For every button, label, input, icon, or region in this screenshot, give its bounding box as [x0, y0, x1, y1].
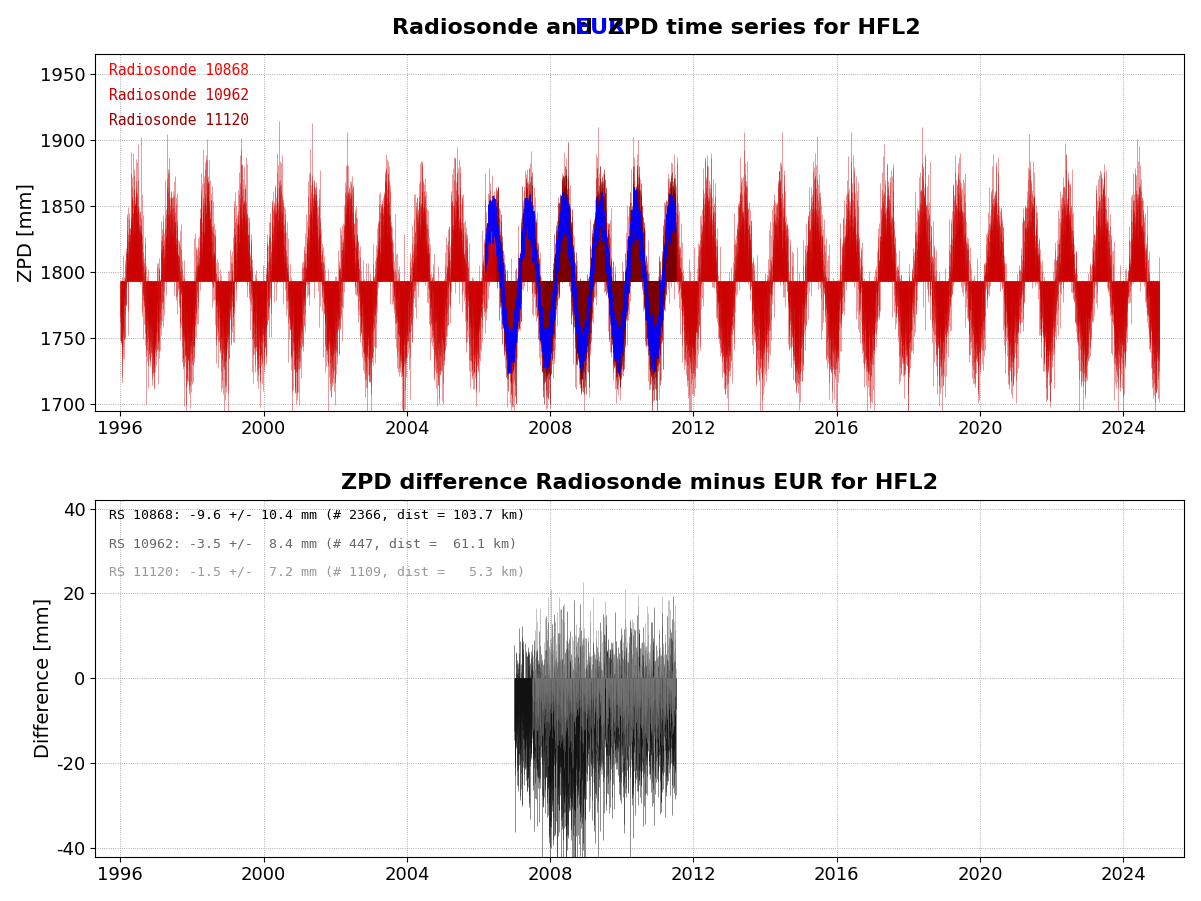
Text: ZPD time series for HFL2: ZPD time series for HFL2 [600, 18, 921, 38]
Text: RS 11120: -1.5 +/-  7.2 mm (# 1109, dist =   5.3 km): RS 11120: -1.5 +/- 7.2 mm (# 1109, dist … [109, 566, 525, 579]
Text: EUR: EUR [575, 18, 626, 38]
Text: Radiosonde 11120: Radiosonde 11120 [109, 113, 250, 128]
Text: Radiosonde 10962: Radiosonde 10962 [109, 88, 250, 103]
Y-axis label: ZPD [mm]: ZPD [mm] [17, 183, 36, 282]
Text: Radiosonde 10868: Radiosonde 10868 [109, 63, 250, 77]
Title: ZPD difference Radiosonde minus EUR for HFL2: ZPD difference Radiosonde minus EUR for … [341, 473, 938, 493]
Y-axis label: Difference [mm]: Difference [mm] [34, 598, 52, 759]
Text: RS 10962: -3.5 +/-  8.4 mm (# 447, dist =  61.1 km): RS 10962: -3.5 +/- 8.4 mm (# 447, dist =… [109, 538, 518, 551]
Text: RS 10868: -9.6 +/- 10.4 mm (# 2366, dist = 103.7 km): RS 10868: -9.6 +/- 10.4 mm (# 2366, dist… [109, 509, 525, 522]
Text: Radiosonde and: Radiosonde and [392, 18, 600, 38]
